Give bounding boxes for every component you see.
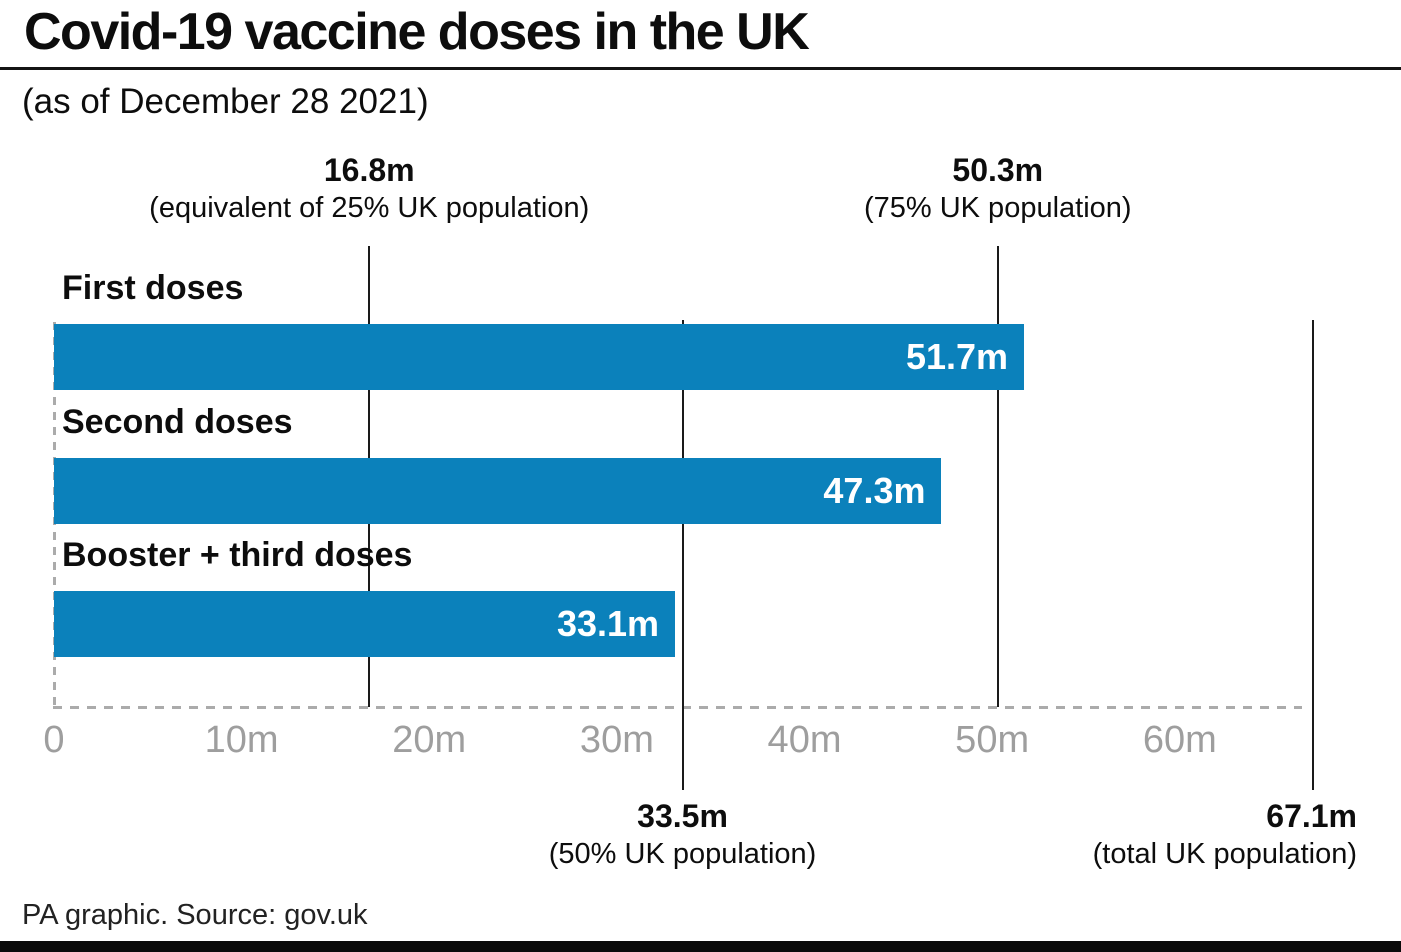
title-underline <box>0 67 1401 70</box>
x-tick-0: 0 <box>43 719 65 761</box>
annotation-value: 67.1m <box>1266 798 1357 834</box>
annotation-33-5m: 33.5m (50% UK population) <box>549 796 817 872</box>
x-axis-dashed-line <box>53 706 1302 709</box>
chart-title: Covid-19 vaccine doses in the UK <box>24 3 810 61</box>
annotation-value: 16.8m <box>323 152 415 188</box>
reference-line-33-5m <box>681 320 684 790</box>
bar-value-label: 33.1m <box>556 603 660 644</box>
bar-second-doses: 47.3m <box>54 457 942 524</box>
category-label-booster-third-doses: Booster + third doses <box>62 536 413 574</box>
annotation-50-3m: 50.3m (75% UK population) <box>864 150 1132 226</box>
reference-line-67-1m <box>1312 320 1314 790</box>
x-tick-40m: 40m <box>767 719 842 761</box>
x-tick-60m: 60m <box>1142 719 1217 761</box>
annotation-sublabel: (equivalent of 25% UK population) <box>149 192 590 224</box>
bar-value-label: 51.7m <box>905 336 1009 377</box>
chart-subtitle: (as of December 28 2021) <box>22 82 429 121</box>
bar-first-doses: 51.7m <box>54 324 1025 390</box>
category-label-first-doses: First doses <box>62 269 244 307</box>
annotation-sublabel: (75% UK population) <box>863 192 1132 224</box>
bar-booster-third-doses: 33.1m <box>54 591 676 657</box>
bottom-border-bar <box>0 941 1401 952</box>
source-credit: PA graphic. Source: gov.uk <box>22 899 368 931</box>
annotation-16-8m: 16.8m (equivalent of 25% UK population) <box>149 150 589 226</box>
annotation-67-1m: 67.1m (total UK population) <box>1093 796 1357 872</box>
annotation-value: 50.3m <box>952 152 1044 188</box>
x-tick-20m: 20m <box>392 719 467 761</box>
x-tick-30m: 30m <box>579 719 654 761</box>
category-label-second-doses: Second doses <box>62 402 293 441</box>
annotation-sublabel: (50% UK population) <box>548 838 817 870</box>
x-tick-50m: 50m <box>955 719 1030 761</box>
annotation-value: 33.5m <box>637 798 728 834</box>
x-tick-10m: 10m <box>204 719 279 761</box>
reference-line-50-3m <box>996 246 999 707</box>
bar-value-label: 47.3m <box>823 469 926 511</box>
annotation-sublabel: (total UK population) <box>1092 838 1357 870</box>
